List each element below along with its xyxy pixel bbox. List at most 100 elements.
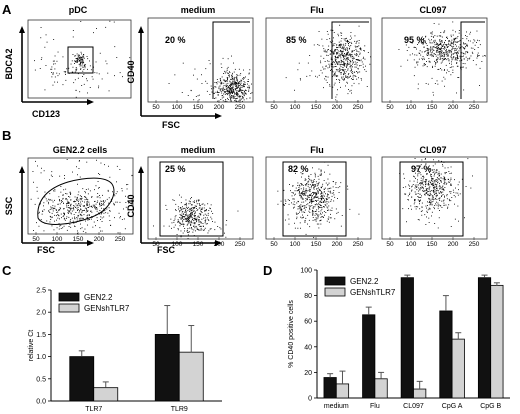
event-dot — [456, 63, 458, 64]
event-dot — [320, 189, 321, 191]
event-dot — [193, 225, 195, 227]
event-dot — [341, 51, 343, 53]
event-dot — [327, 33, 329, 35]
event-dot — [277, 190, 279, 192]
event-dot — [463, 42, 464, 44]
event-dot — [423, 176, 425, 178]
event-dot — [341, 54, 343, 56]
event-dot — [34, 69, 36, 71]
event-dot — [325, 182, 327, 184]
flow-gate-b-flu — [282, 161, 347, 237]
event-dot — [441, 207, 443, 208]
event-dot — [67, 205, 69, 206]
event-dot — [96, 207, 98, 208]
event-dot — [460, 66, 461, 68]
event-dot — [292, 185, 294, 186]
event-dot — [347, 41, 348, 43]
event-dot — [61, 201, 63, 202]
event-dot — [440, 186, 441, 188]
event-dot — [83, 69, 85, 70]
event-dot — [83, 62, 85, 64]
event-dot — [421, 159, 423, 161]
event-dot — [187, 218, 189, 219]
event-dot — [425, 224, 427, 225]
event-dot — [466, 51, 468, 52]
event-dot — [231, 93, 233, 94]
event-dot — [346, 59, 348, 61]
event-dot — [344, 65, 346, 67]
event-dot — [75, 212, 77, 213]
event-dot — [230, 84, 232, 86]
event-dot — [172, 199, 174, 201]
event-dot — [322, 194, 324, 196]
event-dot — [434, 42, 435, 44]
event-dot — [477, 39, 478, 41]
event-dot — [303, 201, 305, 203]
event-dot — [431, 180, 433, 182]
event-dot — [347, 40, 349, 42]
event-dot — [178, 221, 180, 223]
event-dot — [232, 95, 233, 97]
flow-percent-b-flu: 82 % — [288, 164, 309, 174]
event-dot — [70, 194, 71, 195]
event-dot — [77, 183, 78, 185]
event-dot — [414, 191, 416, 193]
event-dot — [195, 205, 197, 207]
gating-frame — [27, 19, 132, 99]
event-dot — [332, 40, 334, 42]
event-dot — [349, 60, 351, 62]
event-dot — [201, 74, 202, 76]
event-dot — [201, 218, 203, 220]
event-dot — [77, 73, 79, 75]
x-tick-label: 150 — [311, 104, 322, 111]
event-dot — [187, 206, 189, 208]
event-dot — [433, 187, 434, 188]
event-dot — [352, 50, 354, 52]
event-dot — [354, 71, 356, 73]
event-dot — [206, 82, 208, 84]
event-dot — [198, 216, 200, 218]
event-dot — [232, 81, 234, 83]
event-dot — [417, 196, 419, 197]
event-dot — [446, 45, 448, 47]
event-dot — [243, 77, 245, 79]
event-dot — [70, 204, 71, 206]
event-dot — [230, 78, 232, 80]
event-dot — [408, 208, 409, 210]
event-dot — [78, 199, 80, 201]
event-dot — [409, 188, 411, 189]
event-dot — [101, 221, 103, 222]
event-dot — [249, 87, 250, 89]
event-dot — [357, 68, 359, 70]
event-dot — [339, 54, 341, 56]
event-dot — [329, 41, 331, 43]
event-dot — [300, 206, 302, 208]
event-dot — [333, 192, 334, 194]
event-dot — [422, 56, 424, 57]
event-dot — [321, 185, 323, 187]
flow-gate-a-medium — [212, 21, 250, 99]
event-dot — [76, 198, 78, 200]
event-dot — [343, 73, 345, 75]
event-dot — [194, 68, 196, 70]
event-dot — [107, 189, 109, 191]
event-dot — [351, 50, 353, 52]
event-dot — [82, 55, 84, 57]
event-dot — [95, 61, 97, 63]
event-dot — [308, 189, 310, 191]
x-tick-label: 150 — [311, 241, 322, 248]
event-dot — [418, 58, 420, 60]
event-dot — [467, 158, 469, 160]
event-dot — [405, 193, 407, 195]
flow-gate-a-flu — [331, 21, 369, 99]
event-dot — [444, 30, 446, 32]
event-dot — [68, 212, 69, 214]
event-dot — [415, 47, 417, 48]
event-dot — [340, 40, 342, 42]
event-dot — [187, 228, 189, 229]
event-dot — [333, 190, 335, 191]
event-dot — [457, 65, 459, 67]
event-dot — [70, 63, 72, 65]
event-dot — [70, 209, 72, 211]
event-dot — [320, 191, 322, 192]
